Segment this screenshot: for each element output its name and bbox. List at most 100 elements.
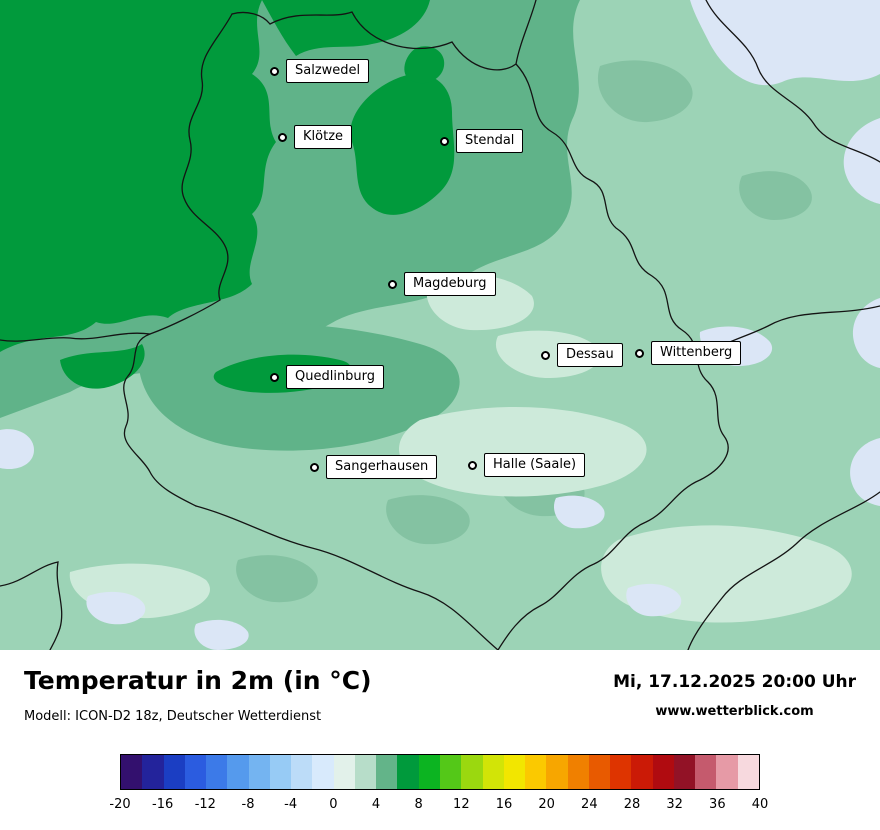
city-marker-dessau [541, 350, 550, 360]
city-quedlinburg: Quedlinburg [270, 365, 385, 389]
scale-segment-29 [737, 755, 759, 789]
city-kl-tze: Klötze [278, 125, 353, 149]
temperature-scale-bar [120, 754, 760, 790]
region-dark-green-nw [0, 0, 276, 352]
city-salzwedel: Salzwedel [270, 59, 370, 83]
scale-segment-4 [206, 755, 228, 789]
city-stendal: Stendal [440, 129, 524, 153]
scale-segment-28 [716, 755, 738, 789]
scale-tick-28: 28 [623, 797, 641, 812]
scale-segment-2 [163, 755, 185, 789]
region-blue-top-right [690, 0, 880, 86]
scale-segment-23 [610, 755, 632, 789]
border-top-right [705, 0, 880, 163]
scale-segment-21 [567, 755, 589, 789]
scale-tick--16: -16 [152, 797, 174, 812]
city-halle-saale: Halle (Saale) [468, 453, 586, 477]
city-label-halle-saale: Halle (Saale) [484, 453, 586, 477]
scale-segment-15 [439, 755, 462, 789]
border-north [231, 0, 537, 71]
region-dark-green-salzwedel [262, 0, 430, 56]
scale-segment-14 [418, 755, 440, 789]
city-sangerhausen: Sangerhausen [310, 455, 438, 479]
scale-segment-10 [333, 755, 355, 789]
scale-segment-13 [397, 755, 419, 789]
scale-tick-12: 12 [453, 797, 470, 812]
region-blue-right-2 [852, 298, 880, 368]
city-label-stendal: Stendal [456, 129, 524, 153]
scale-segment-24 [631, 755, 653, 789]
scale-tick-40: 40 [751, 797, 769, 812]
datetime-block: Mi, 17.12.2025 20:00 Uhr www.wetterblick… [613, 672, 856, 719]
scale-tick-4: 4 [371, 797, 381, 812]
scale-segment-11 [354, 755, 377, 789]
info-panel: Temperatur in 2m (in °C) Modell: ICON-D2… [0, 650, 880, 830]
region-dark-green-stendal [350, 73, 455, 215]
scale-segment-22 [588, 755, 611, 789]
border-bottom-right [687, 491, 880, 650]
city-label-salzwedel: Salzwedel [286, 59, 370, 83]
scale-tick-20: 20 [538, 797, 555, 812]
scale-segment-19 [525, 755, 547, 789]
region-blue-bottom-3 [626, 583, 682, 617]
city-layer: Salzwedel Klötze Stendal Magdeburg Quedlinbu… [270, 59, 742, 479]
scale-tick-16: 16 [495, 797, 513, 812]
border-south [195, 505, 499, 650]
region-mid-green-blob-1 [597, 60, 693, 123]
city-dessau: Dessau [541, 343, 623, 367]
scale-tick--4: -4 [284, 797, 298, 812]
scale-segment-25 [652, 755, 674, 789]
scale-segment-18 [503, 755, 526, 789]
scale-tick--20: -20 [109, 797, 131, 812]
scale-segment-12 [376, 755, 398, 789]
page-title: Temperatur in 2m (in °C) [24, 666, 372, 695]
city-marker-stendal [440, 136, 449, 146]
scale-tick--8: -8 [241, 797, 255, 812]
city-label-quedlinburg: Quedlinburg [286, 365, 385, 389]
scale-segment-5 [227, 755, 249, 789]
region-blue-right-1 [843, 118, 880, 204]
city-label-kl-tze: Klötze [294, 125, 353, 149]
region-mid-green-blob-2 [739, 171, 812, 220]
city-marker-kl-tze [278, 132, 287, 142]
scale-segment-8 [291, 755, 313, 789]
region-dark-green-stendal-2 [404, 46, 445, 84]
scale-segment-17 [482, 755, 504, 789]
scale-segment-1 [142, 755, 164, 789]
scale-tick--12: -12 [194, 797, 216, 812]
region-mid-green-blob-5 [236, 555, 318, 603]
region-mid-green-blob-4 [386, 495, 470, 545]
scale-segment-9 [312, 755, 334, 789]
website-link[interactable]: www.wetterblick.com [655, 704, 814, 719]
border-west [123, 13, 233, 507]
city-label-magdeburg: Magdeburg [404, 272, 496, 296]
scale-segment-16 [461, 755, 483, 789]
city-marker-halle-saale [468, 460, 477, 470]
temperature-map-svg [0, 0, 880, 650]
model-info: Modell: ICON-D2 18z, Deutscher Wetterdie… [24, 709, 322, 724]
temperature-scale-ticks: -20 -16 -12 -8 -4 0 4 8 12 16 20 24 28 32 36 40 [109, 797, 768, 815]
region-blue-right-3 [850, 438, 880, 506]
city-label-wittenberg: Wittenberg [651, 341, 742, 365]
region-blue-left-mid [0, 429, 34, 470]
scale-segment-27 [695, 755, 717, 789]
scale-tick-24: 24 [581, 797, 598, 812]
region-blue-bottom-1 [86, 591, 146, 625]
weather-map: Salzwedel Klötze Stendal Magdeburg Quedlinbu… [0, 0, 880, 650]
scale-tick-0: 0 [329, 797, 338, 812]
city-marker-wittenberg [635, 348, 644, 358]
scale-segment-6 [248, 755, 270, 789]
city-marker-quedlinburg [270, 372, 279, 382]
city-marker-sangerhausen [310, 462, 319, 472]
region-dark-green-finger [60, 344, 145, 389]
region-blue-halle-se [553, 495, 605, 529]
border-bottom-left [0, 561, 63, 650]
temperature-scale: -20 -16 -12 -8 -4 0 4 8 12 16 20 24 28 32 36 40 [109, 754, 768, 815]
city-marker-salzwedel [270, 66, 279, 76]
city-magdeburg: Magdeburg [388, 272, 496, 296]
scale-segment-20 [546, 755, 568, 789]
scale-segment-0 [121, 755, 143, 789]
city-marker-magdeburg [388, 279, 397, 289]
city-label-dessau: Dessau [557, 343, 623, 367]
scale-segment-7 [269, 755, 292, 789]
